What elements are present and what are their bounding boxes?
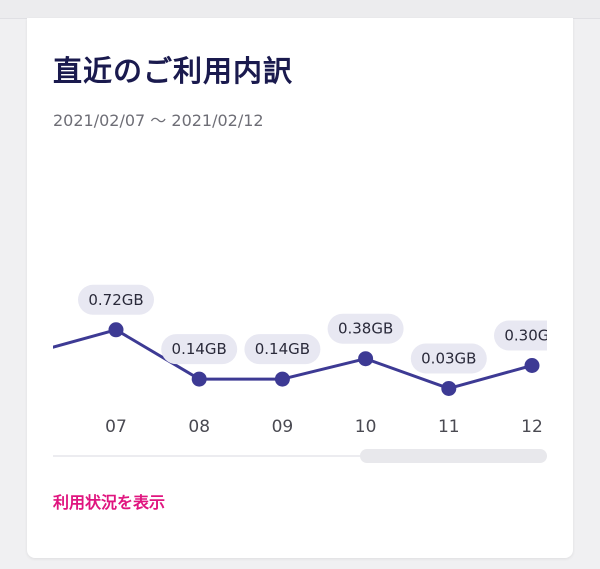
top-strip xyxy=(0,0,600,19)
view-usage-link[interactable]: 利用状況を表示 xyxy=(53,493,166,512)
data-label-bubble-09 xyxy=(244,334,321,365)
data-point-10 xyxy=(358,351,374,367)
x-tick-label-07: 07 xyxy=(105,417,127,433)
usage-chart[interactable]: 0.72GB 07 0.14GB 08 0.14GB 09 0.38GB 10 0.03GB 11… xyxy=(53,268,547,433)
data-point-09 xyxy=(274,371,290,387)
data-label-bubble-08 xyxy=(161,334,238,365)
usage-breakdown-card: 直近のご利用内訳 2021/02/07 〜 2021/02/12 0.72GB 0… xyxy=(27,18,573,558)
x-tick-label-10: 10 xyxy=(355,417,377,433)
data-label-bubble-12 xyxy=(494,320,547,351)
data-label-08: 0.14GB xyxy=(172,340,227,358)
chart-scrollbar[interactable] xyxy=(360,449,547,463)
data-point-07 xyxy=(108,322,124,338)
card-title: 直近のご利用内訳 xyxy=(53,54,294,88)
x-tick-label-11: 11 xyxy=(438,417,460,433)
scroll-track xyxy=(53,455,547,457)
x-tick-label-12: 12 xyxy=(521,417,543,433)
date-range: 2021/02/07 〜 2021/02/12 xyxy=(53,111,264,130)
data-label-12: 0.30GB xyxy=(504,327,547,345)
data-label-bubble-10 xyxy=(327,313,404,344)
data-label-bubble-07 xyxy=(78,284,154,315)
usage-line-chart: 0.72GB 07 0.14GB 08 0.14GB 09 0.38GB 10 0.03GB 11… xyxy=(53,284,547,433)
data-point-12 xyxy=(524,358,540,373)
data-label-09: 0.14GB xyxy=(255,340,310,358)
data-point-08 xyxy=(191,371,207,387)
data-point-11 xyxy=(441,380,457,396)
data-label-11: 0.03GB xyxy=(421,349,476,367)
x-tick-label-08: 08 xyxy=(188,417,210,433)
x-tick-label-09: 09 xyxy=(272,417,294,433)
data-label-07: 0.72GB xyxy=(88,291,143,309)
data-label-bubble-11 xyxy=(410,343,487,374)
data-label-10: 0.38GB xyxy=(338,320,393,338)
